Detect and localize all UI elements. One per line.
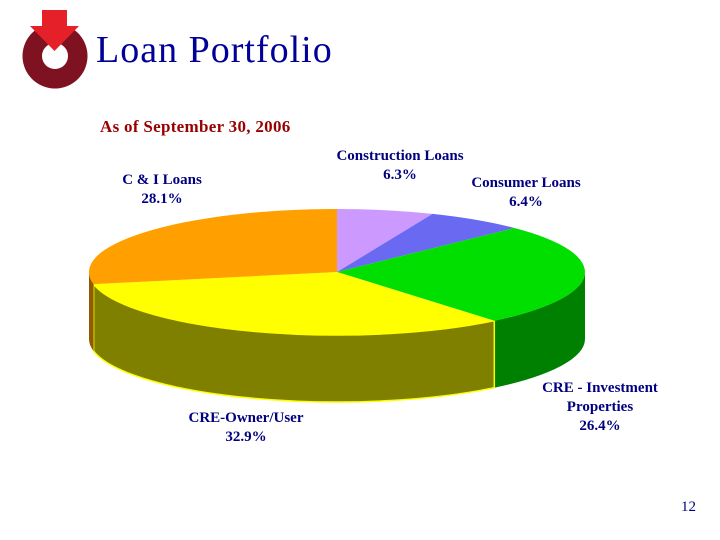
pie-label-percent: 32.9% bbox=[225, 429, 267, 445]
pie-label-c-and-i-loans: C & I Loans 28.1% bbox=[122, 171, 202, 209]
pie-slice-cre-owner-user bbox=[93, 272, 495, 335]
pie-label-percent: 6.3% bbox=[383, 167, 417, 183]
company-logo-icon bbox=[22, 10, 88, 89]
pie-label-construction-loans: Construction Loans 6.3% bbox=[336, 147, 463, 185]
pie-slice-construction-loans bbox=[337, 209, 433, 272]
pie-side-c-i-loans bbox=[88, 272, 94, 352]
pie-label-name: CRE - Investment bbox=[542, 380, 658, 396]
pie-label-name: Construction Loans bbox=[336, 148, 464, 164]
logo-arrow-icon bbox=[30, 10, 79, 51]
pie-side-cre-investment-properties bbox=[494, 272, 585, 388]
pie-label-percent: 28.1% bbox=[141, 191, 183, 207]
pie-label-cre-owner-user: CRE-Owner/User 32.9% bbox=[189, 409, 304, 447]
pie-label-name-line2: Properties bbox=[566, 399, 634, 415]
pie-slice-c-i-loans bbox=[88, 209, 337, 285]
page-title: Loan Portfolio bbox=[96, 29, 333, 71]
pie-slice-cre-investment-properties bbox=[337, 228, 585, 321]
pie-label-cre-investment-properties: CRE - Investment Properties 26.4% bbox=[542, 379, 658, 436]
pie-label-consumer-loans: Consumer Loans 6.4% bbox=[471, 174, 580, 212]
pie-label-name: CRE-Owner/User bbox=[188, 410, 304, 426]
pie-label-percent: 26.4% bbox=[579, 418, 621, 434]
as-of-date-subtitle: As of September 30, 2006 bbox=[100, 117, 291, 136]
logo-ring bbox=[22, 23, 88, 89]
pie-label-name: C & I Loans bbox=[122, 172, 202, 188]
pie-slice-consumer-loans bbox=[337, 213, 515, 272]
page-number: 12 bbox=[681, 499, 696, 515]
pie-label-percent: 6.4% bbox=[509, 194, 543, 210]
pie-label-name: Consumer Loans bbox=[471, 175, 581, 191]
